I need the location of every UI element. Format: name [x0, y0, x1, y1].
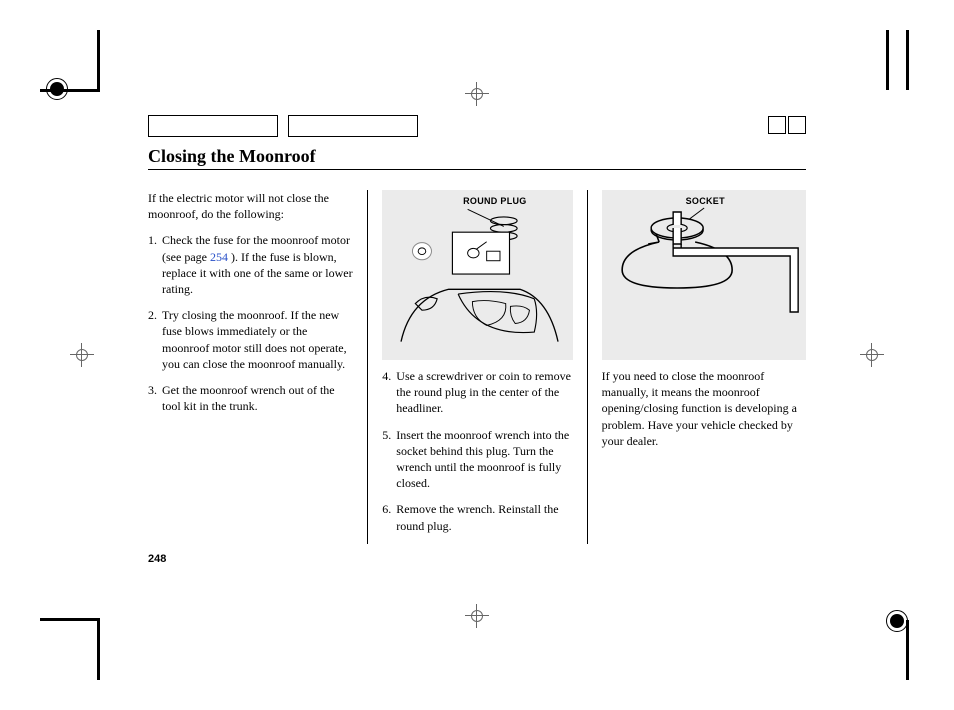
column-right: SOCKET If you need to close the moonroof…: [587, 190, 806, 544]
step-item: 6. Remove the wrench. Reinstall the roun…: [382, 501, 572, 533]
registration-mark-icon: [46, 78, 68, 100]
step-number: 2.: [148, 307, 162, 372]
columns: If the electric motor will not close the…: [148, 190, 806, 544]
page-content: Closing the Moonroof If the electric mot…: [148, 146, 806, 544]
header-slots: [148, 115, 418, 137]
socket-wrench-diagram-icon: [602, 190, 806, 360]
step-number: 5.: [382, 427, 396, 492]
step-text: Try closing the moonroof. If the new fus…: [162, 307, 353, 372]
crop-mark: [906, 30, 909, 90]
crop-mark: [788, 116, 806, 134]
illustration-round-plug: ROUND PLUG: [382, 190, 572, 360]
steps-list: 4. Use a screwdriver or coin to remove t…: [382, 368, 572, 534]
step-number: 6.: [382, 501, 396, 533]
steps-list: 1. Check the fuse for the moonroof motor…: [148, 232, 353, 414]
step-text: Insert the moonroof wrench into the sock…: [396, 427, 572, 492]
round-plug-diagram-icon: [382, 190, 572, 360]
page-title: Closing the Moonroof: [148, 146, 806, 167]
registration-cross-icon: [465, 82, 489, 106]
crop-mark: [97, 30, 100, 90]
step-text: Remove the wrench. Reinstall the round p…: [396, 501, 572, 533]
step-text: Get the moonroof wrench out of the tool …: [162, 382, 353, 414]
illustration-label: ROUND PLUG: [463, 196, 527, 206]
column-middle: ROUND PLUG: [367, 190, 586, 544]
illustration-label: SOCKET: [686, 196, 725, 206]
title-rule: [148, 169, 806, 170]
step-number: 4.: [382, 368, 396, 417]
step-text: Use a screwdriver or coin to remove the …: [396, 368, 572, 417]
crop-mark: [906, 620, 909, 680]
registration-mark-icon: [886, 610, 908, 632]
step-text: Check the fuse for the moonroof motor (s…: [162, 232, 353, 297]
intro-paragraph: If the electric motor will not close the…: [148, 190, 353, 222]
closing-paragraph: If you need to close the moonroof manual…: [602, 368, 806, 449]
page-number: 248: [148, 553, 166, 565]
header-slot: [148, 115, 278, 137]
step-item: 1. Check the fuse for the moonroof motor…: [148, 232, 353, 297]
illustration-socket: SOCKET: [602, 190, 806, 360]
column-left: If the electric motor will not close the…: [148, 190, 367, 544]
registration-cross-icon: [465, 604, 489, 628]
crop-mark: [97, 620, 100, 680]
crop-mark: [40, 618, 100, 621]
registration-cross-icon: [860, 343, 884, 367]
crop-mark: [768, 116, 786, 134]
step-number: 3.: [148, 382, 162, 414]
step-item: 2. Try closing the moonroof. If the new …: [148, 307, 353, 372]
header-slot: [288, 115, 418, 137]
step-item: 4. Use a screwdriver or coin to remove t…: [382, 368, 572, 417]
step-item: 3. Get the moonroof wrench out of the to…: [148, 382, 353, 414]
page-ref-link[interactable]: 254: [210, 250, 228, 264]
step-number: 1.: [148, 232, 162, 297]
crop-mark: [886, 30, 889, 90]
step-item: 5. Insert the moonroof wrench into the s…: [382, 427, 572, 492]
registration-cross-icon: [70, 343, 94, 367]
